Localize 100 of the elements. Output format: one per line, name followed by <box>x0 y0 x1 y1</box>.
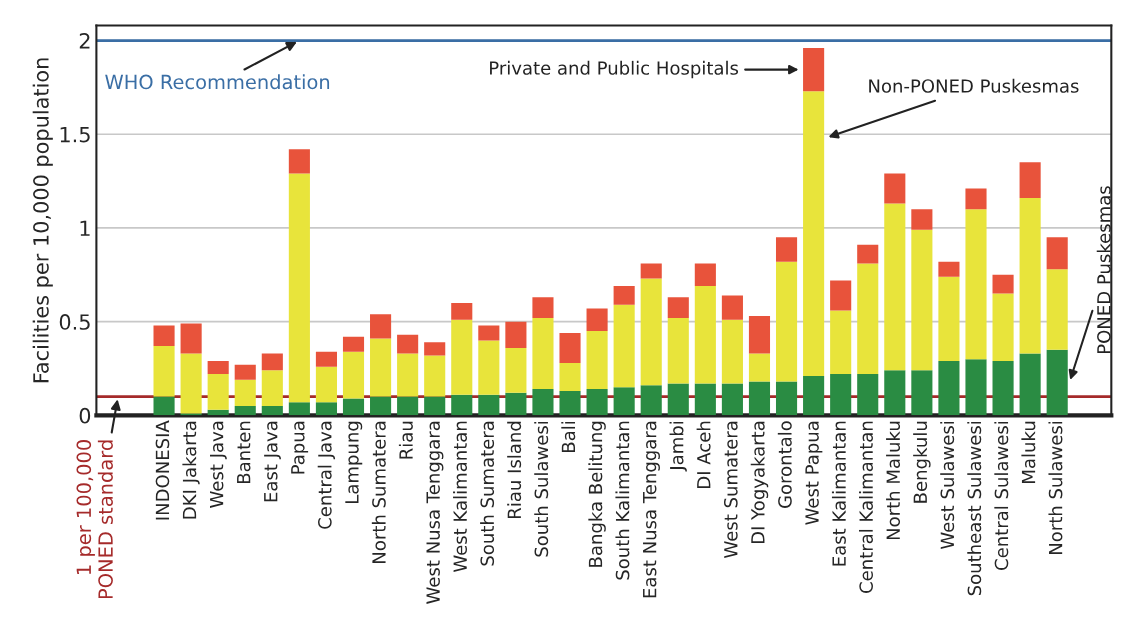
y-tick-label: 0.5 <box>59 314 90 330</box>
x-tick-label: Banten <box>237 421 251 483</box>
x-tick-label: DI Yogyakarta <box>750 421 769 544</box>
x-tick-label: Central Java <box>317 421 336 529</box>
x-tick-label: East Java <box>264 421 281 502</box>
bar <box>884 173 906 204</box>
x-tick-label: North Sumatera <box>371 421 386 563</box>
bar <box>1019 353 1041 416</box>
bar <box>694 263 716 287</box>
bar <box>830 374 852 416</box>
bar <box>884 203 906 371</box>
bar <box>1019 162 1041 198</box>
y-axis-title: Facilities per 10,000 population <box>32 58 53 383</box>
x-tick-label: Maluku <box>1021 421 1036 483</box>
bar <box>640 385 662 416</box>
bar <box>911 229 933 371</box>
bar <box>803 48 825 92</box>
bar <box>180 323 202 354</box>
bar <box>532 297 554 318</box>
bar <box>424 396 446 416</box>
bar <box>857 244 879 264</box>
x-tick-label: Bengkulu <box>913 421 931 503</box>
bar <box>775 381 798 416</box>
bar <box>397 353 419 397</box>
bar <box>234 379 256 406</box>
x-tick-label: South Sumatera <box>480 421 495 566</box>
bar <box>938 261 960 277</box>
x-tick-label: Jambi <box>669 421 687 472</box>
bar <box>965 209 987 360</box>
bar <box>775 237 798 262</box>
x-tick-label: INDONESIA <box>155 420 170 520</box>
bar <box>397 396 419 416</box>
ref-line-label: 1 per 100,000 PONED standard <box>76 440 113 599</box>
y-tick-label: 1.5 <box>60 126 90 143</box>
bar <box>748 316 771 354</box>
x-tick-label: Bangka Belitung <box>588 421 606 567</box>
bar <box>207 374 229 410</box>
bar <box>613 304 635 388</box>
bar <box>586 389 608 416</box>
bar <box>775 261 798 382</box>
x-tick-label: Central Sulawesi <box>994 421 1009 570</box>
bar <box>451 319 473 395</box>
bar <box>613 286 635 305</box>
bar <box>694 286 716 384</box>
bar <box>153 396 175 416</box>
ref-line-label: WHO Recommendation <box>105 74 330 90</box>
bar <box>1046 237 1068 270</box>
bar <box>1046 349 1068 416</box>
bar <box>559 332 581 363</box>
x-tick-label: Papua <box>291 421 309 474</box>
bar <box>451 394 473 416</box>
bar <box>667 317 689 384</box>
bar <box>288 149 310 174</box>
bar <box>857 374 879 416</box>
bar <box>992 293 1014 361</box>
bar <box>748 381 771 416</box>
text: Private and Public Hospitals <box>490 60 739 79</box>
x-tick-label: West Java <box>210 421 227 508</box>
bar <box>342 351 365 399</box>
bar <box>261 405 283 416</box>
bar <box>721 383 743 416</box>
bar <box>748 353 771 382</box>
x-tick-label: West Nusa Tenggara <box>426 421 444 604</box>
x-tick-label: South Sulawesi <box>534 421 549 557</box>
bar <box>424 355 446 397</box>
x-tick-label: North Sulawesi <box>1048 421 1063 554</box>
x-tick-label: North Maluku <box>886 421 901 540</box>
bar <box>315 366 337 403</box>
bar <box>803 376 825 416</box>
y-tick-label: 1 <box>80 220 90 236</box>
bar <box>938 361 960 416</box>
bar <box>830 310 852 375</box>
bar <box>965 188 987 210</box>
bar <box>505 321 527 348</box>
x-tick-label: South Kalimantan <box>615 421 630 580</box>
bar <box>559 362 581 391</box>
bar <box>667 297 689 318</box>
bar <box>342 336 365 352</box>
text: PONED Puskesmas <box>1096 186 1111 354</box>
bar <box>667 383 689 416</box>
x-tick-label: Riau Island <box>507 421 522 518</box>
bar <box>342 398 365 416</box>
x-tick-label: Lampung <box>345 421 363 503</box>
bar <box>234 405 256 416</box>
bar <box>992 274 1014 294</box>
bar <box>180 353 202 414</box>
x-tick-label: East Kalimantan <box>831 421 846 566</box>
x-tick-label: Gorontalo <box>777 421 792 508</box>
bar <box>965 359 987 416</box>
y-tick-label: 2 <box>79 33 90 49</box>
bar <box>315 402 337 416</box>
bar <box>153 325 175 347</box>
bar <box>992 361 1014 416</box>
bar <box>938 276 960 361</box>
x-tick-label: West Kalimantan <box>453 421 467 573</box>
text: Non-PONED Puskesmas <box>869 78 1079 93</box>
bar <box>261 370 283 406</box>
bar <box>288 402 310 416</box>
bar <box>288 173 310 403</box>
bar <box>884 370 906 416</box>
